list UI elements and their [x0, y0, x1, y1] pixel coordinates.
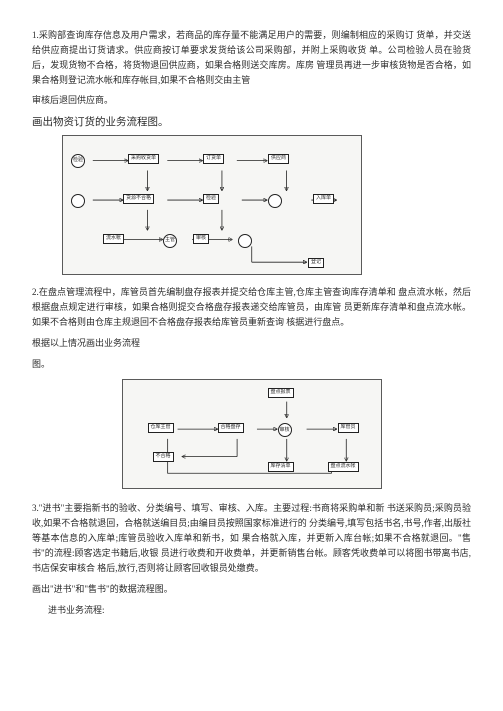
d2-c1: 审核 — [278, 423, 292, 437]
section3-para3: 进书业务流程: — [48, 603, 471, 618]
d1-n6: 入库单 — [313, 194, 334, 204]
d2-n5: 不合格 — [153, 452, 174, 462]
d1-n7: 流水帐 — [103, 234, 124, 244]
d1-n9: 登记 — [308, 258, 324, 268]
d1-n5: 检验 — [203, 194, 219, 204]
d2-n7: 盘点流水帐 — [328, 462, 359, 472]
d1-n8: 审核 — [193, 234, 209, 244]
d2-n1: 盘点报表 — [268, 388, 294, 398]
section1-para: 1.采购部查询库存信息及用户需求，若商品的库存量不能满足用户的需要，则编制相应的… — [32, 28, 471, 87]
d1-start: 检验 — [71, 154, 85, 168]
diagram-2: 盘点报表 仓库主管 合格盘存 审核 库管员 不合格 库存清单 盘点流水帐 — [122, 379, 382, 489]
section1-heading: 画出物资订货的业务流程图。 — [32, 114, 471, 129]
d2-n3: 合格盘存 — [218, 423, 244, 433]
d1-c5 — [238, 234, 252, 248]
d2-n2: 仓库主管 — [148, 423, 174, 433]
d1-c2 — [71, 194, 85, 208]
diagram-1: 检验 采购收货单 订货单 供应商 货源不合格 检验 入库单 流水帐 主管 审核 … — [62, 135, 362, 275]
section2-para3: 图。 — [32, 357, 471, 372]
d1-n4: 货源不合格 — [123, 194, 154, 204]
d1-c4: 主管 — [163, 234, 177, 248]
d1-c3 — [268, 194, 282, 208]
section3-para: 3."进书"主要指新书的验收、分类编号、填写、审核、入库。主要过程:书商将采购单… — [32, 501, 471, 575]
section3-para2: 画出"进书"和"售书"的数据流程图。 — [32, 582, 471, 597]
d2-n4: 库管员 — [338, 423, 359, 433]
section2-para2: 根据以上情况画出业务流程 — [32, 336, 471, 351]
d1-n1: 采购收货单 — [128, 154, 159, 164]
section2-para: 2.在盘点管理流程中，库管员首先编制盘存报表并提交给仓库主管,仓库主管查询库存清… — [32, 285, 471, 330]
d1-n3: 供应商 — [268, 154, 289, 164]
section1-para2: 审核后退回供应商。 — [32, 93, 471, 108]
d1-n2: 订货单 — [203, 154, 224, 164]
d2-n6: 库存清单 — [268, 462, 294, 472]
